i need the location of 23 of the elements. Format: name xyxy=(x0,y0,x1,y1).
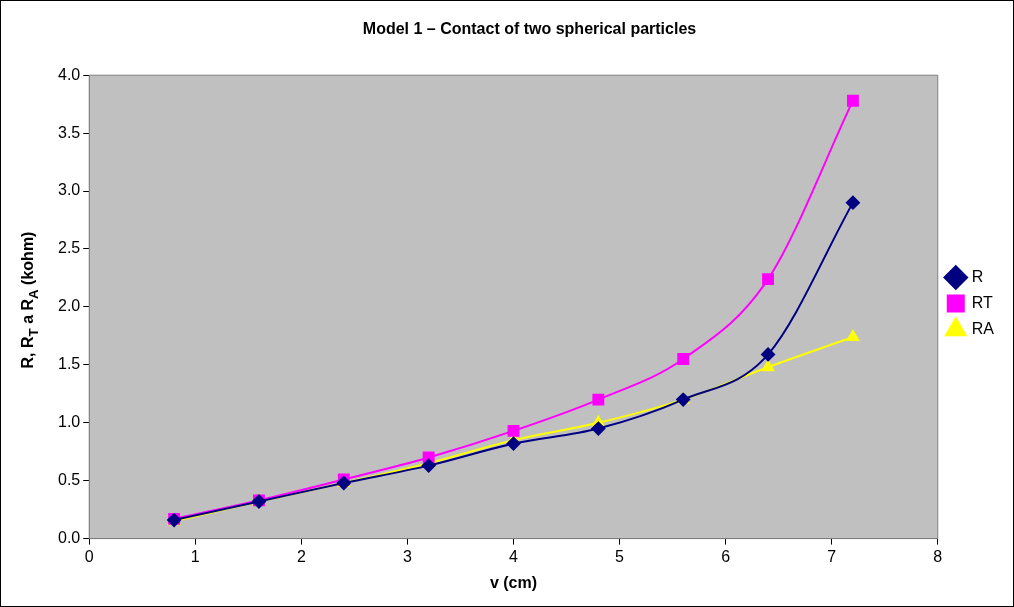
y-tick-label: 1.0 xyxy=(57,413,81,431)
y-tick-label: 1.5 xyxy=(57,355,81,373)
x-tick-label: 1 xyxy=(190,547,200,565)
x-tick-label: 7 xyxy=(827,547,837,565)
x-tick-label: 2 xyxy=(296,547,306,565)
x-tick-label: 8 xyxy=(933,547,943,565)
y-tick-label: 0.5 xyxy=(57,471,81,489)
x-tick-label: 5 xyxy=(615,547,625,565)
y-tick-label: 4.0 xyxy=(57,65,81,83)
y-tick-label: 0.0 xyxy=(57,529,81,547)
y-tick-label: 2.5 xyxy=(57,239,81,257)
y-tick-label: 3.0 xyxy=(57,181,81,199)
y-tick-label: 2.0 xyxy=(57,297,81,315)
x-tick-label: 4 xyxy=(509,547,519,565)
legend-label: R xyxy=(971,267,984,285)
chart-title: Model 1 – Contact of two spherical particles xyxy=(362,20,697,38)
x-tick-label: 6 xyxy=(721,547,731,565)
legend-label: RT xyxy=(971,293,994,311)
x-tick-label: 3 xyxy=(402,547,412,565)
x-axis-title: v (cm) xyxy=(489,573,538,591)
legend-label: RA xyxy=(971,319,995,337)
y-tick-label: 3.5 xyxy=(57,123,81,141)
x-tick-label: 0 xyxy=(84,547,94,565)
